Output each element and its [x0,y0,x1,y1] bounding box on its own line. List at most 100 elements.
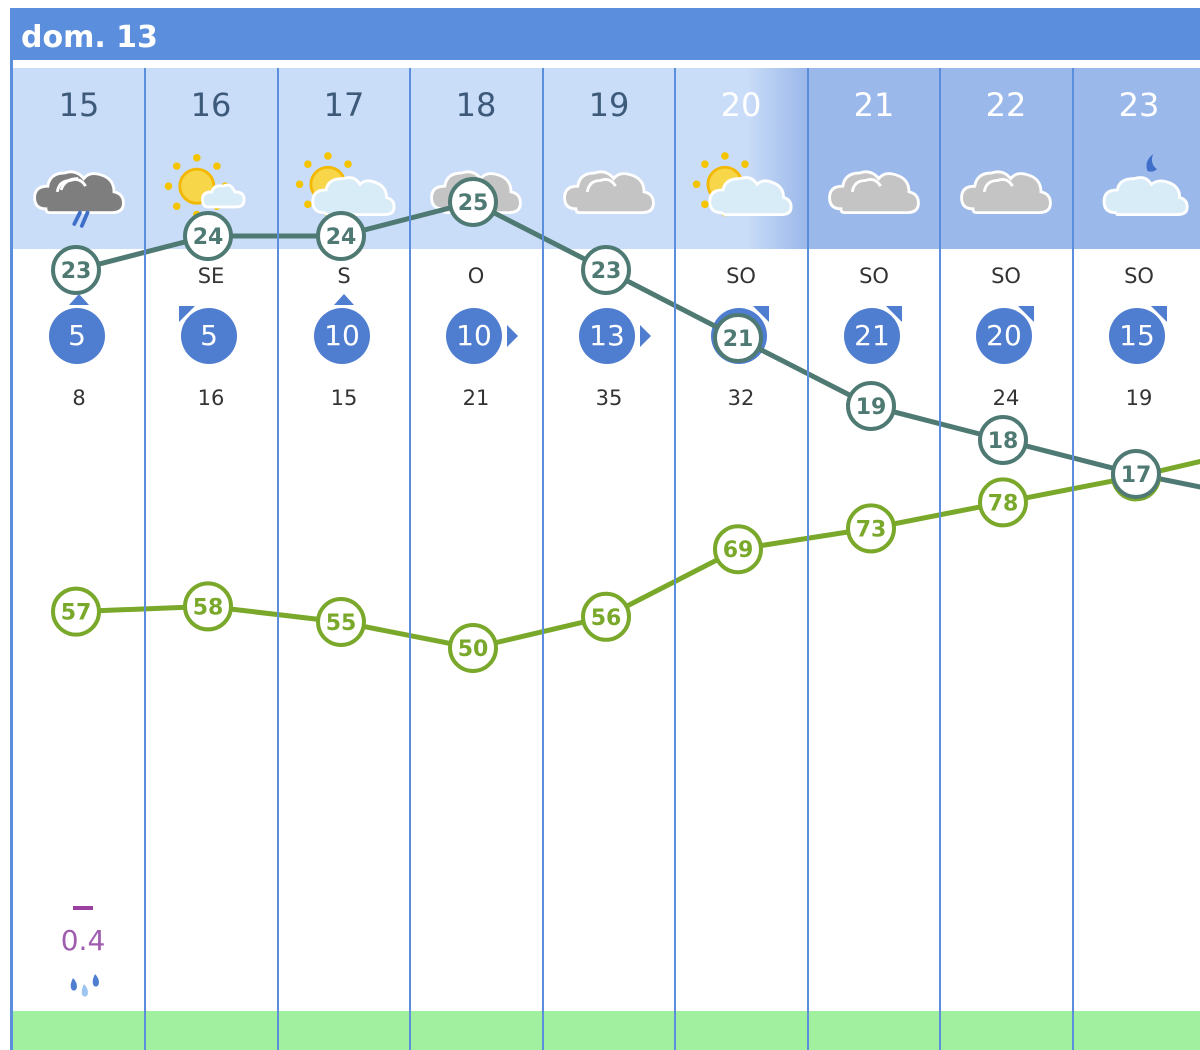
temperature-point-label: 23 [61,259,92,284]
wind-direction: SO [859,264,889,288]
temperature-point: 23 [51,245,101,295]
temperature-point: 25 [448,177,498,227]
rain-drops-icon [70,974,99,997]
partly-cloudy-icon [295,152,396,217]
humidity-point-circle [713,524,763,575]
hour-label: 17 [323,86,365,124]
temperature-point-circle [316,211,366,261]
hour-column: 22 SO 20 24 [940,68,1072,1050]
forecast-panel: dom. 13 15S5816SE51617S101518O102119O133… [10,8,1200,1050]
humidity-point-label: 55 [326,611,357,636]
wind-arrow-icon [69,294,89,305]
column-divider [542,68,544,1050]
humidity-point-circle [978,477,1028,528]
humidity-point: 69 [713,524,763,575]
cloudy-icon [828,170,920,215]
wind-gust: 35 [595,386,623,410]
cloudy-icon [563,170,655,215]
hour-header: 23 [1073,68,1200,249]
column-divider [939,68,941,1050]
wind-direction: SE [197,264,225,288]
wind-direction: SO [726,264,756,288]
temperature-point-label: 19 [856,395,887,420]
wind-gust: 21 [462,386,490,410]
temperature-point-label: 17 [1121,463,1152,488]
wind-gust: 19 [1125,386,1153,410]
hour-column: 23 SO 15 19 [1073,68,1200,1050]
hour-header: 20 [675,68,807,249]
temperature-point: 21 [713,313,763,363]
wind-speed-badge: 5 [181,308,237,364]
temperature-point: 17 [1111,449,1161,499]
humidity-point: 55 [316,597,366,647]
temperature-point-circle [846,381,896,431]
temperature-point-circle [1111,449,1161,499]
humidity-point-circle [316,597,366,647]
wind-gust: 16 [197,386,225,410]
humidity-point: 73 [846,503,896,554]
cloudy-night-icon [1102,154,1189,216]
hour-label: 16 [190,86,232,124]
temperature-point-circle [713,313,763,363]
column-divider [409,68,411,1050]
humidity-point-circle [51,586,101,637]
temperature-humidity-chart: 575855505669737883232424252321191817 [51,177,1200,673]
hour-label: 21 [853,86,895,124]
column-divider [1072,68,1074,1050]
humidity-point: 58 [183,581,233,632]
hour-label: 19 [588,86,630,124]
wind-gust: 8 [72,386,86,410]
temperature-point-circle [581,245,631,295]
temperature-point-circle [448,177,498,227]
partly-cloudy-icon [692,152,793,217]
hour-label: 15 [58,86,100,124]
temperature-point: 23 [581,245,631,295]
humidity-point: 50 [448,623,498,673]
hour-header: 22 [940,68,1072,249]
precipitation-value: 0.4 [60,924,106,957]
humidity-point: 57 [51,586,101,637]
wind-speed-badge: 21 [844,308,900,364]
humidity-point-label: 73 [856,517,887,542]
hourly-columns: 15S5816SE51617S101518O102119O133520SO223… [13,68,1200,1050]
wind-arrow-icon [640,325,651,347]
humidity-point-circle [846,503,896,554]
humidity-point-label: 58 [193,595,224,620]
wind-arrow-icon [334,294,354,305]
temperature-point-label: 24 [326,225,357,250]
hour-column: 21SO2129 [808,68,940,1050]
column-divider [807,68,809,1050]
hour-column: 15S58 [13,68,145,1050]
wind-gust: 24 [992,386,1020,410]
hour-label: 18 [455,86,497,124]
humidity-point-label: 50 [458,637,489,662]
hour-header: 21 [808,68,940,249]
wind-speed-badge: 10 [314,308,370,364]
wind-direction: O [467,264,485,288]
temperature-point-label: 24 [193,225,224,250]
temperature-point-label: 18 [988,429,1019,454]
temperature-point-label: 23 [591,259,622,284]
temperature-point: 24 [183,211,233,261]
temperature-point-circle [51,245,101,295]
humidity-point-circle [581,591,631,642]
column-divider [277,68,279,1050]
temperature-line [75,199,1200,490]
wind-speed-badge: 15 [1109,308,1165,364]
column-divider [674,68,676,1050]
precipitation-bar [73,906,93,910]
humidity-point-circle [448,623,498,673]
hour-header: 19 [543,68,675,249]
hour-label: 20 [720,86,762,124]
wind-direction: S [337,264,351,288]
hour-column: 20SO2232 [675,68,807,1050]
day-header-bar: dom. 13 [13,8,1200,60]
humidity-point-label: 69 [723,538,754,563]
humidity-line [75,458,1200,651]
column-divider [144,68,146,1050]
hour-column: 19O1335 [543,68,675,1050]
hour-header: 15 [13,68,145,249]
wind-direction: SO [1124,264,1154,288]
temperature-point-label: 25 [458,191,489,216]
humidity-point: 56 [581,591,631,642]
